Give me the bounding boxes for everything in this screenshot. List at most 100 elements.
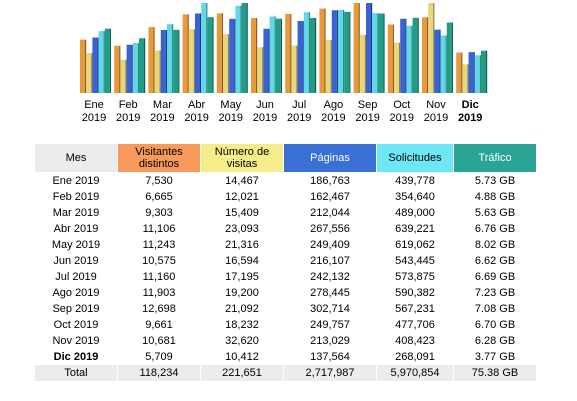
category-label-7-0: Ago — [324, 99, 344, 111]
category-label-0-1: 2019 — [82, 112, 106, 124]
category-label-10-0: Nov — [426, 99, 446, 111]
cell-visitantes: 11,243 — [117, 237, 201, 253]
category-label-3-1: 2019 — [184, 112, 208, 124]
bar-0-5 — [251, 18, 258, 94]
bar-0-4 — [216, 13, 223, 94]
cell-visitas: 19,200 — [200, 285, 284, 301]
cell-paginas: 137,564 — [283, 349, 377, 365]
bar-0-3 — [182, 14, 189, 93]
header-visitantes: Visitantes distintos — [117, 143, 201, 173]
table-row: Jul 2019 11,160 17,195 242,132 573,875 6.69 G… — [34, 269, 537, 285]
category-label-2-0: Mar — [153, 99, 172, 111]
bar-4-1 — [139, 38, 146, 93]
cell-visitantes: 11,903 — [117, 285, 201, 301]
cell-visitantes: 9,303 — [117, 205, 201, 221]
cell-solicitudes: 408,423 — [376, 333, 454, 349]
header-visitas-line1: Número de — [214, 146, 270, 158]
cell-solicitudes: 573,875 — [376, 269, 454, 285]
bar-3-4 — [235, 5, 242, 93]
cell-mes: Mar 2019 — [34, 205, 118, 221]
category-label-6-0: Jul — [292, 99, 306, 111]
bar-0-9 — [387, 24, 394, 93]
bar-2-5 — [263, 28, 270, 94]
total-solicitudes: 5,970,854 — [376, 365, 454, 381]
bar-1-9 — [394, 42, 401, 93]
bar-4-3 — [207, 17, 214, 94]
cell-solicitudes: 639,221 — [376, 221, 454, 237]
header-visitantes-line2: distintos — [138, 158, 180, 170]
bar-0-11 — [456, 52, 463, 93]
bar-3-0 — [98, 31, 105, 94]
cell-paginas: 186,763 — [283, 172, 377, 189]
cell-visitantes: 11,106 — [117, 221, 201, 237]
cell-mes: Sep 2019 — [34, 301, 118, 317]
bar-0-6 — [285, 13, 292, 93]
cell-mes: Jul 2019 — [34, 269, 118, 285]
table-row: Jun 2019 10,575 16,594 216,107 543,445 6.62 G… — [34, 253, 537, 269]
table-row: Oct 2019 9,661 18,232 249,757 477,706 6.70 GB — [34, 317, 537, 333]
bar-2-0 — [92, 37, 99, 93]
bar-3-7 — [338, 9, 345, 93]
category-label-6-1: 2019 — [287, 112, 311, 124]
cell-solicitudes: 354,640 — [376, 189, 454, 205]
total-mes: Total — [34, 365, 118, 381]
cell-trafico: 6.76 GB — [453, 221, 537, 237]
table-row: Sep 2019 12,698 21,092 302,714 567,231 7.08 G… — [34, 301, 537, 317]
bar-4-9 — [412, 17, 419, 94]
header-solicitudes: Solicitudes — [376, 143, 454, 173]
cell-visitas: 12,021 — [200, 189, 284, 205]
cell-paginas: 213,029 — [283, 333, 377, 349]
cell-visitantes: 10,681 — [117, 333, 201, 349]
cell-solicitudes: 477,706 — [376, 317, 454, 333]
bar-0-2 — [148, 27, 155, 94]
cell-paginas: 249,757 — [283, 317, 377, 333]
table-row: Ene 2019 7,530 14,467 186,763 439,778 5.73 GB — [34, 172, 537, 189]
cell-solicitudes: 590,382 — [376, 285, 454, 301]
table-row: Feb 2019 6,665 12,021 162,467 354,640 4.88 GB — [34, 189, 537, 205]
cell-trafico: 4.88 GB — [453, 189, 537, 205]
bar-1-0 — [86, 53, 93, 93]
cell-visitantes: 12,698 — [117, 301, 201, 317]
cell-visitas: 10,412 — [200, 349, 284, 365]
cell-visitas: 15,409 — [200, 205, 284, 221]
bar-1-11 — [462, 64, 469, 93]
cell-visitas: 21,092 — [200, 301, 284, 317]
category-label-4-1: 2019 — [219, 112, 243, 124]
category-label-5-0: Jun — [256, 99, 274, 111]
table-row: Ago 2019 11,903 19,200 278,445 590,382 7.23 G… — [34, 285, 537, 301]
cell-solicitudes: 543,445 — [376, 253, 454, 269]
category-label-11-1: 2019 — [458, 112, 482, 124]
bar-3-9 — [406, 25, 413, 94]
bar-4-4 — [241, 3, 248, 93]
cell-visitas: 16,594 — [200, 253, 284, 269]
cell-paginas: 302,714 — [283, 301, 377, 317]
header-visitas: Número de visitas — [200, 143, 284, 173]
category-label-3-0: Abr — [188, 99, 205, 111]
cell-mes: Abr 2019 — [34, 221, 118, 237]
bar-4-5 — [275, 18, 282, 93]
monthly-bar-chart: Ene2019Feb2019Mar2019Abr2019May2019Jun20… — [80, 3, 488, 124]
cell-mes: Feb 2019 — [34, 189, 118, 205]
bar-1-1 — [120, 59, 127, 93]
bar-1-4 — [223, 34, 230, 93]
bar-0-8 — [353, 3, 360, 93]
cell-trafico: 5.63 GB — [453, 205, 537, 221]
bar-0-1 — [114, 45, 121, 93]
cell-solicitudes: 439,778 — [376, 172, 454, 189]
bar-3-8 — [372, 13, 379, 93]
bar-2-11 — [468, 52, 475, 93]
bar-3-1 — [132, 43, 139, 93]
bar-2-7 — [331, 10, 338, 94]
bar-2-10 — [434, 29, 441, 94]
bar-2-6 — [297, 21, 304, 93]
cell-mes: Ago 2019 — [34, 285, 118, 301]
bar-3-6 — [303, 12, 310, 94]
header-trafico: Tráfico — [453, 143, 537, 173]
bar-2-1 — [126, 44, 133, 93]
cell-visitantes: 5,709 — [117, 349, 201, 365]
cell-visitas: 23,093 — [200, 221, 284, 237]
bar-4-11 — [481, 50, 488, 93]
cell-trafico: 6.69 GB — [453, 269, 537, 285]
table-row: May 2019 11,243 21,316 249,409 619,062 8.02 G… — [34, 237, 537, 253]
bar-1-6 — [291, 45, 298, 93]
